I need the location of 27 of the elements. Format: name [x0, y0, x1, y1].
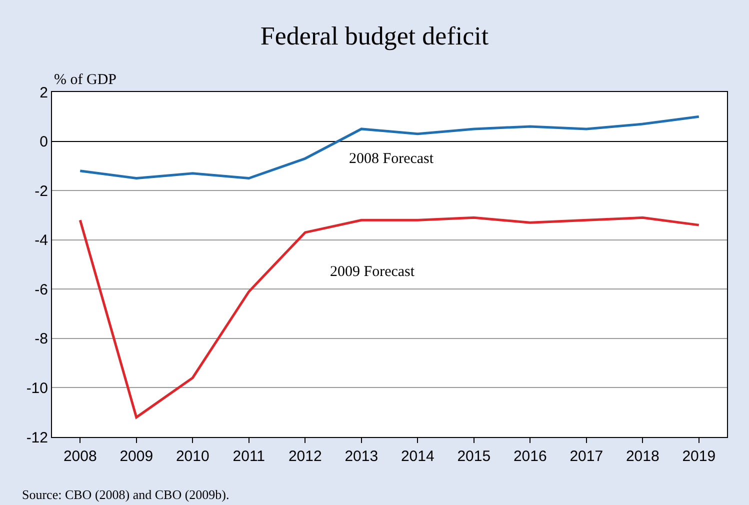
- series-label: 2008 Forecast: [349, 151, 434, 167]
- y-tick-label: -4: [34, 232, 48, 250]
- x-tick-label: 2018: [626, 448, 660, 465]
- y-tick-label: -2: [34, 182, 48, 200]
- chart-title: Federal budget deficit: [260, 21, 490, 50]
- y-axis-title: % of GDP: [54, 72, 116, 88]
- y-tick-label: -10: [26, 380, 48, 397]
- x-tick-label: 2019: [682, 448, 716, 465]
- line-series: [78, 216, 700, 419]
- y-tick-label: -8: [34, 330, 48, 348]
- line-series: [78, 115, 700, 180]
- source-note: Source: CBO (2008) and CBO (2009b).: [22, 487, 230, 502]
- text: 2009 Forecast: [330, 264, 416, 280]
- x-tick-label: 2009: [120, 448, 154, 465]
- x-tick-label: 2008: [63, 448, 97, 465]
- y-tick-label: -12: [26, 429, 48, 446]
- x-tick-label: 2012: [288, 448, 322, 465]
- x-tick-label: 2013: [344, 448, 378, 465]
- x-tick-label: 2016: [513, 448, 547, 465]
- y-tick-label: -6: [34, 281, 48, 298]
- x-tick-label: 2011: [232, 448, 266, 465]
- y-tick-label: 2: [40, 84, 48, 102]
- x-tick-label: 2015: [457, 448, 491, 465]
- x-tick-label: 2010: [176, 448, 210, 465]
- x-tick-label: 2014: [400, 448, 434, 465]
- x-tick-label: 2017: [570, 448, 604, 465]
- y-tick-label: 0: [40, 134, 48, 151]
